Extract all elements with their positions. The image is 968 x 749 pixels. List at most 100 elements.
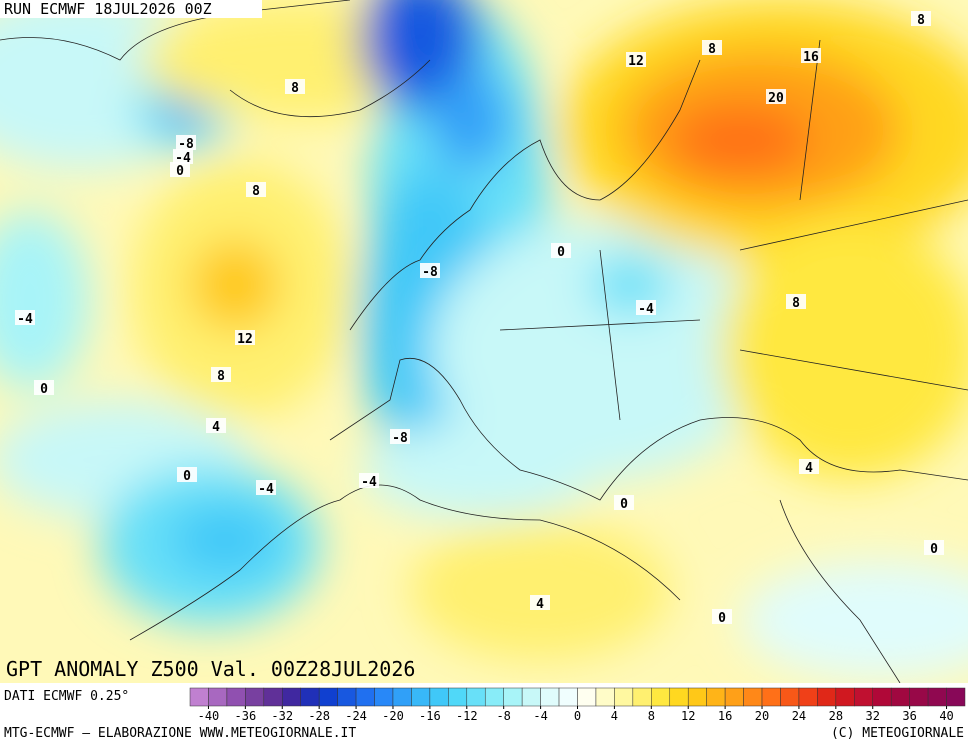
colorbar-tick-label: -28 [308,709,330,723]
colorbar-box [189,687,209,707]
contour-label-bg [246,182,266,197]
contour-label: 12 [628,54,644,69]
colorbar-tick-label: -20 [382,709,404,723]
contour-label-bg [15,310,35,325]
contour-label: 16 [803,50,819,65]
colorbar-box [521,687,541,707]
contour-label: 0 [40,382,48,397]
colorbar-box [780,687,800,707]
contour-label-bg [636,300,656,315]
colorbar-box [909,687,929,707]
contour-label-bg [256,480,276,495]
contour-label: 8 [252,184,260,199]
contour-label-bg [285,79,305,94]
colorbar-box [946,687,966,707]
anomaly-field [0,0,968,683]
contour-label-bg [786,294,806,309]
colorbar-box [282,687,301,707]
colorbar-box [761,687,781,707]
colorbar-box [595,687,615,707]
colorbar-box [355,687,375,707]
colorbar-tick-label: 28 [829,709,843,723]
contour-label: -4 [638,302,654,317]
colorbar-box [337,687,357,707]
contour-label-bg [34,380,54,395]
colorbar-box [614,687,634,707]
contour-label-bg [530,595,550,610]
contour-label-bg [702,40,722,55]
colorbar-box [448,687,468,707]
colorbar-box [835,687,855,707]
contour-label-bg [390,429,410,444]
colorbar-box [577,687,597,707]
colorbar-tick-label: 32 [866,709,880,723]
contour-label-bg [359,473,379,488]
colorbar-tick-label: -12 [456,709,478,723]
contour-label: 4 [212,420,220,435]
colorbar-tick-label: 24 [792,709,806,723]
contour-label-bg [799,459,819,474]
colorbar-tick-label: 16 [718,709,732,723]
contour-label-bg [235,330,255,345]
contour-label-bg [176,135,196,150]
colorbar-tick-label: -32 [271,709,293,723]
colorbar-box [208,687,228,707]
colorbar-box [392,687,412,707]
colorbar-box [558,687,578,707]
colorbar-box [540,687,560,707]
contour-label-bg [206,418,226,433]
colorbar-box [890,687,910,707]
colorbar-box [318,687,338,707]
colorbar-tick-label: -8 [496,709,510,723]
contour-label-bg [170,162,190,177]
colorbar-tick-label: -16 [419,709,441,723]
contour-label: 0 [176,164,184,179]
credit: MTG-ECMWF – ELABORAZIONE WWW.METEOGIORNA… [4,726,356,741]
colorbar-box [484,687,504,707]
contour-label: 8 [217,369,225,384]
contour-label: 0 [930,542,938,557]
colorbar-tick-label: -24 [345,709,367,723]
colorbar-box [854,687,873,707]
contour-label-bg [173,149,193,164]
contour-label: 12 [237,332,253,347]
data-source: DATI ECMWF 0.25° [4,689,129,704]
colorbar-tick-label: 8 [648,709,655,723]
colorbar-tick-label: 12 [681,709,695,723]
colorbar-box [632,687,652,707]
colorbar-box [817,687,837,707]
colorbar-box [263,687,283,707]
copyright: (C) METEOGIORNALE [831,726,964,741]
colorbar-box [798,687,818,707]
colorbar-box [245,687,265,707]
run-label: RUN ECMWF 18JUL2026 00Z [4,0,212,18]
contour-label-bg [177,467,197,482]
contour-label: -4 [258,482,274,497]
contour-label: 0 [620,497,628,512]
contour-label: 8 [291,81,299,96]
contour-label-bg [924,540,944,555]
contour-label: -8 [392,431,408,446]
colorbar-box [300,687,320,707]
header-box [0,0,262,18]
colorbar-tick-label: 36 [902,709,916,723]
contour-label-bg [626,52,646,67]
contour-label: 8 [917,13,925,28]
contour-label: 8 [708,42,716,57]
contour-label: 0 [557,245,565,260]
colorbar-box [706,687,726,707]
contour-label: -4 [17,312,33,327]
contour-label-bg [420,263,440,278]
map-title: GPT ANOMALY Z500 Val. 00Z28JUL2026 [6,657,415,681]
contour-label-bg [766,89,786,104]
colorbar-box [687,687,707,707]
colorbar-box [503,687,523,707]
colorbar-box [872,687,892,707]
contour-label: -4 [361,475,377,490]
colorbar-tick-label: -40 [198,709,220,723]
colorbar-box [374,687,394,707]
colorbar-box [743,687,763,707]
contour-label: 0 [718,611,726,626]
contour-label: 20 [768,91,784,106]
